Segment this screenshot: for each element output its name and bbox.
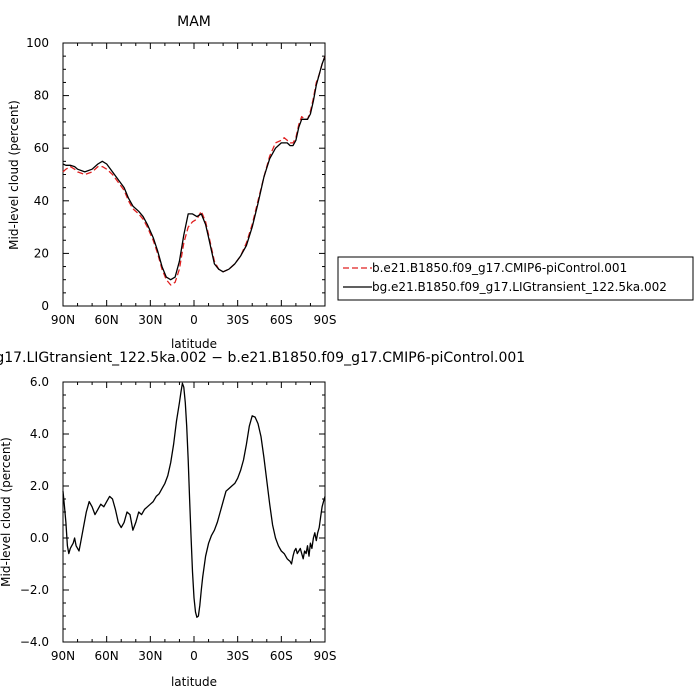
bottom-title: bg.e21.B1850.f09_g17.LIGtransient_122.5k…	[0, 350, 525, 366]
bottom-x-tick-label: 60N	[95, 649, 119, 663]
legend: b.e21.B1850.f09_g17.CMIP6-piControl.001 …	[337, 256, 694, 301]
top-x-tick-label: 60S	[270, 313, 293, 327]
top-y-tick-label: 60	[34, 141, 49, 155]
legend-label-piControl: b.e21.B1850.f09_g17.CMIP6-piControl.001	[372, 261, 627, 275]
bottom-y-tick-label: −2.0	[20, 583, 49, 597]
top-panel: MAM Mid-level cloud (percent) latitude 9…	[7, 14, 336, 351]
top-series-line-1	[62, 55, 326, 281]
top-x-tick-label: 30N	[138, 313, 162, 327]
bottom-y-tick-label: 4.0	[30, 427, 49, 441]
top-x-tick-label: 90S	[314, 313, 337, 327]
bottom-x-tick-label: 30S	[226, 649, 249, 663]
bottom-x-tick-label: 30N	[138, 649, 162, 663]
legend-label-LIGtransient: bg.e21.B1850.f09_g17.LIGtransient_122.5k…	[372, 280, 667, 294]
bottom-panel: bg.e21.B1850.f09_g17.LIGtransient_122.5k…	[0, 350, 525, 689]
bottom-ylabel: Mid-level cloud (percent)	[0, 437, 13, 587]
bottom-x-tick-label: 90N	[51, 649, 75, 663]
bottom-lines	[62, 382, 326, 618]
bottom-x-tick-label: 60S	[270, 649, 293, 663]
top-y-tick-label: 20	[34, 246, 49, 260]
bottom-y-tick-label: 6.0	[30, 375, 49, 389]
top-x-tick-label: 90N	[51, 313, 75, 327]
bottom-xlabel: latitude	[171, 675, 217, 689]
bottom-series-line-0	[62, 382, 326, 618]
top-title: MAM	[177, 14, 211, 30]
top-x-tick-label: 60N	[95, 313, 119, 327]
bottom-x-tick-label: 90S	[314, 649, 337, 663]
bottom-y-tick-label: 2.0	[30, 479, 49, 493]
top-series-line-0	[62, 55, 326, 286]
top-x-tick-label: 30S	[226, 313, 249, 327]
top-ylabel: Mid-level cloud (percent)	[7, 100, 21, 250]
bottom-x-tick-label: 0	[190, 649, 198, 663]
legend-box	[337, 256, 694, 301]
top-y-tick-label: 40	[34, 194, 49, 208]
top-axes: 90N 60N 30N 0 30S 60S 90S 0 20 40 60 80 100	[26, 36, 336, 327]
top-plot-frame	[62, 42, 326, 307]
top-y-tick-label: 0	[41, 299, 49, 313]
top-y-tick-label: 80	[34, 89, 49, 103]
top-lines	[62, 55, 326, 286]
bottom-y-tick-label: 0.0	[30, 531, 49, 545]
top-xlabel: latitude	[171, 337, 217, 351]
bottom-axes: 90N 60N 30N 0 30S 60S 90S −4.0 −2.0 0.0 2.0 4.0 6.0	[20, 375, 337, 663]
bottom-y-tick-label: −4.0	[20, 635, 49, 649]
top-y-tick-label: 100	[26, 36, 49, 50]
top-x-tick-label: 0	[190, 313, 198, 327]
